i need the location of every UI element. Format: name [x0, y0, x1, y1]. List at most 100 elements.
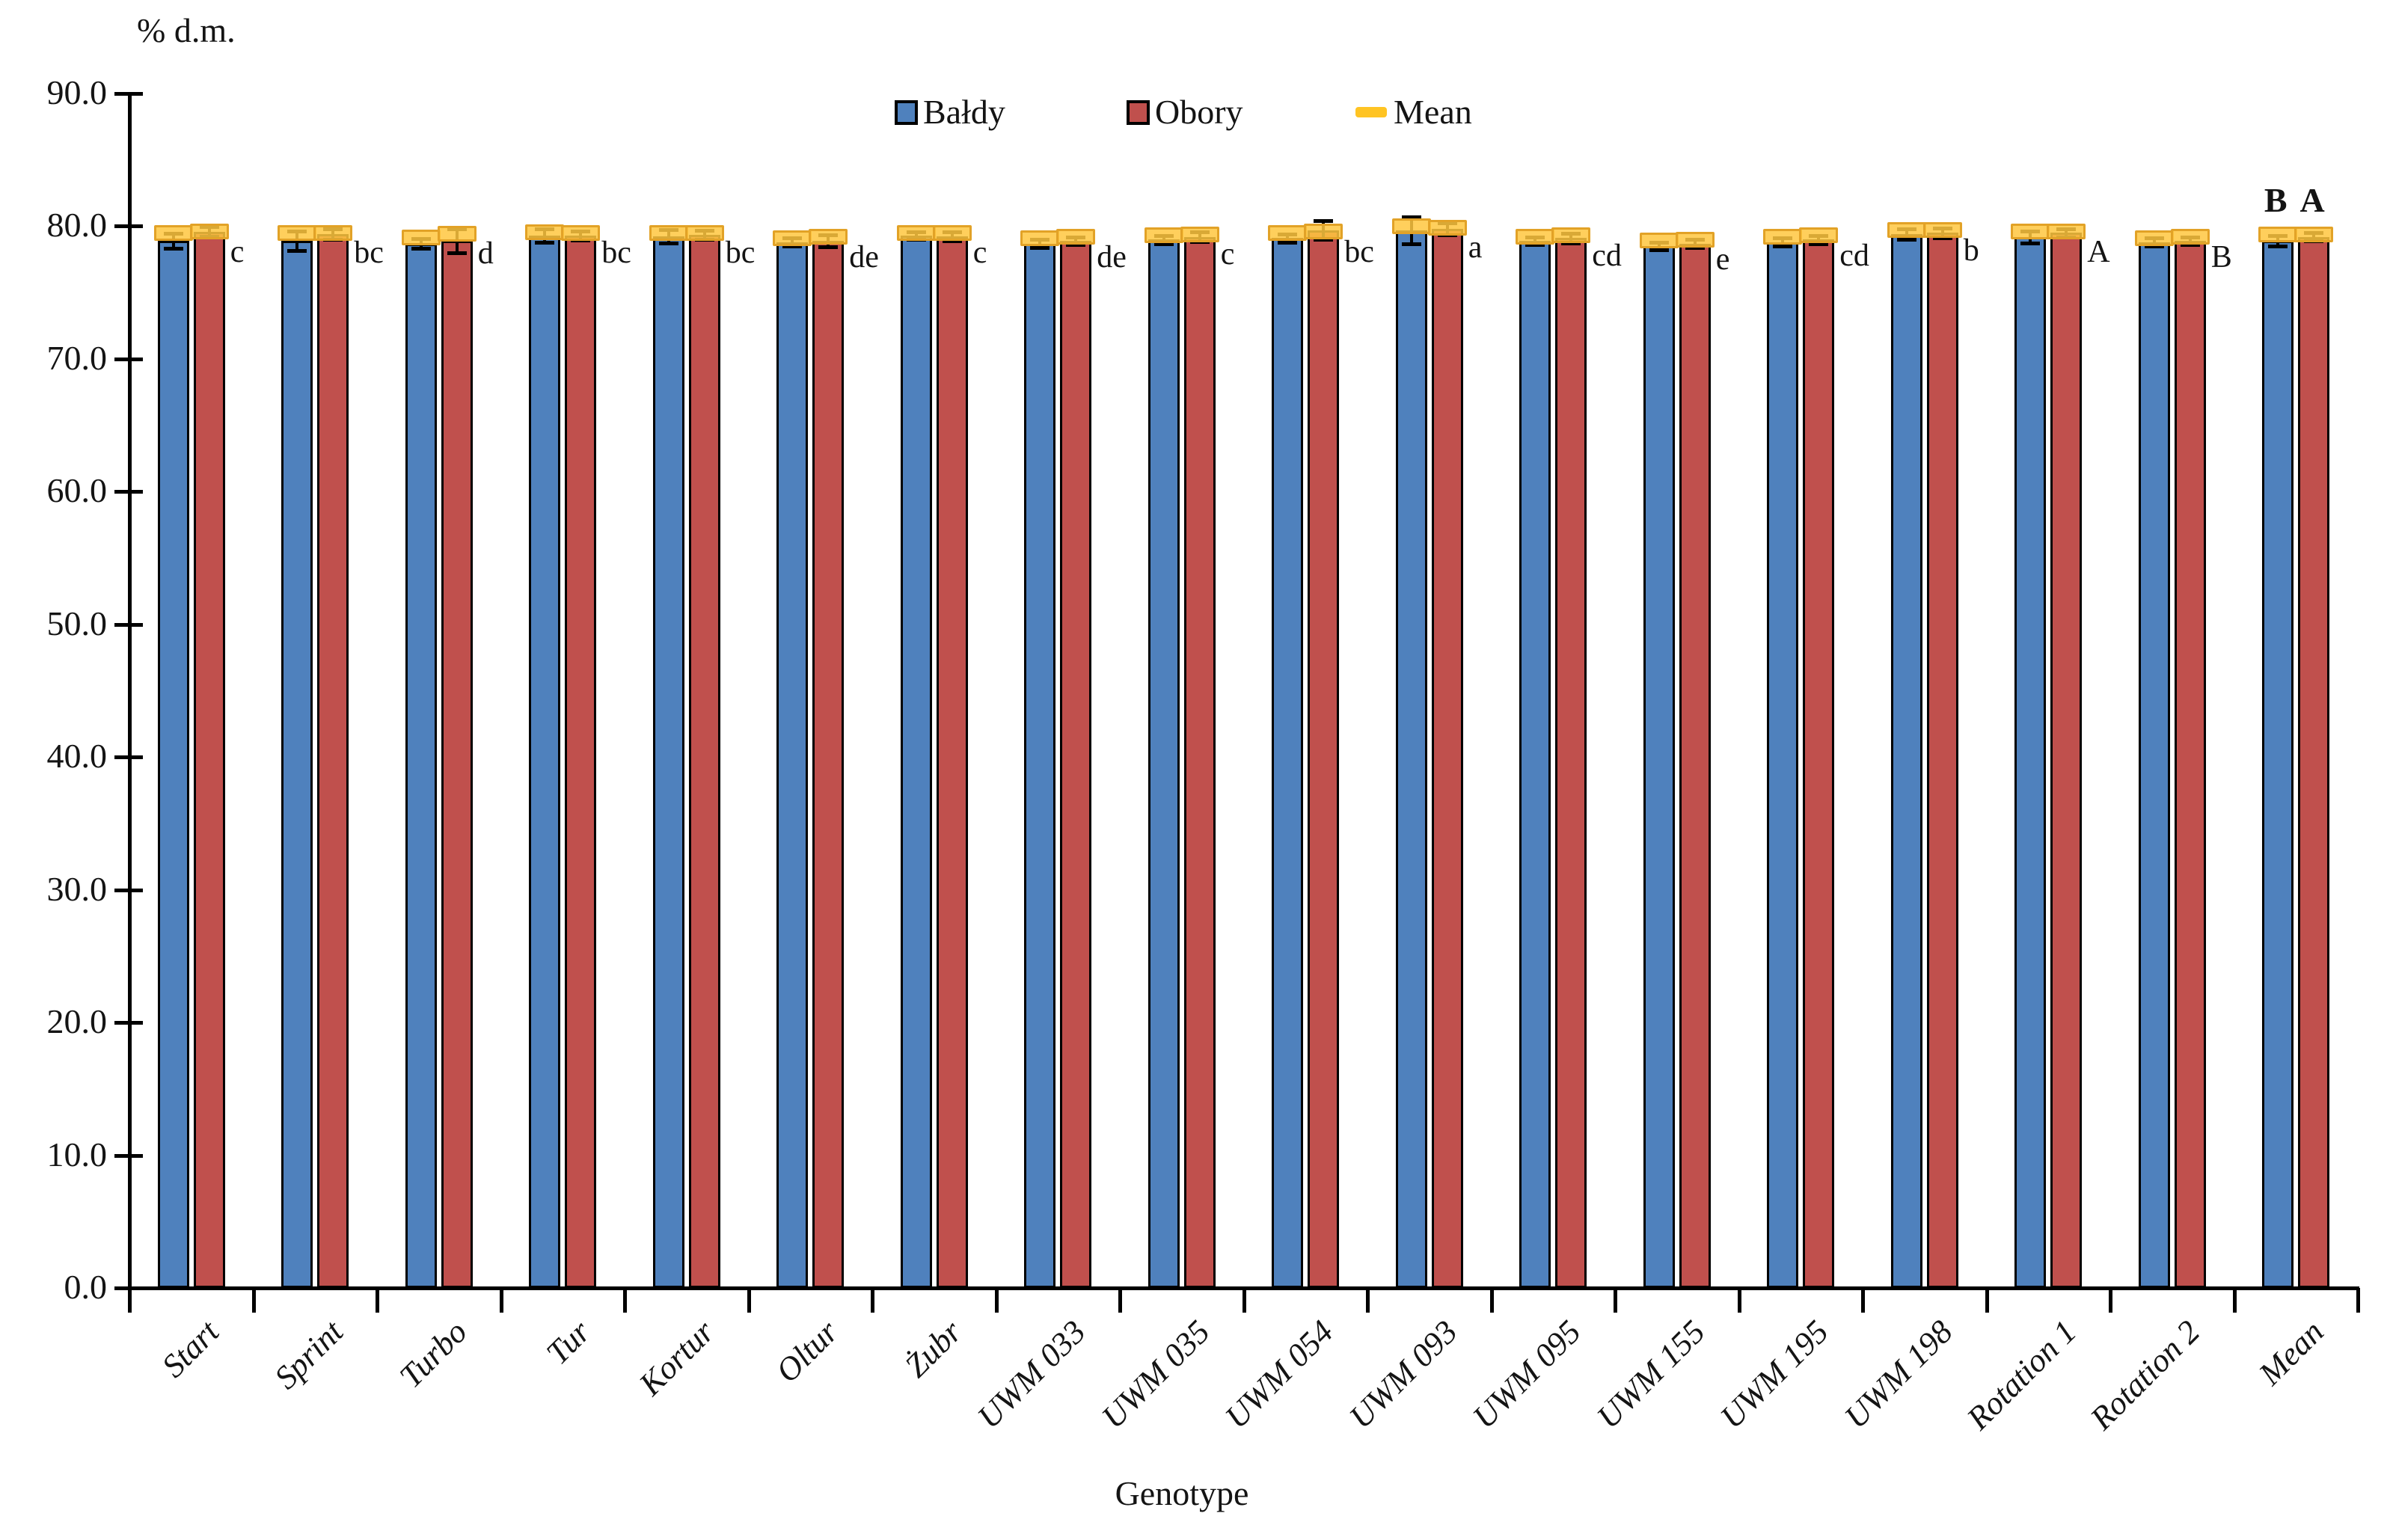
mean-marker-bady-rotation-1 — [2011, 224, 2050, 240]
bar-bady-mean — [2262, 240, 2294, 1288]
mean-marker-obory-uwm-035 — [1180, 226, 1219, 242]
legend-mean-dash-icon — [1355, 107, 1387, 117]
y-tick — [114, 1153, 143, 1158]
y-tick-label: 70.0 — [46, 338, 108, 377]
bar-obory-start — [193, 231, 225, 1288]
x-label-uwm-033: UWM 033 — [970, 1313, 1093, 1436]
error-cap-bottom — [1401, 242, 1421, 246]
error-cap-bottom — [2180, 243, 2200, 248]
x-label-turbo: Turbo — [392, 1313, 474, 1395]
error-cap-bottom — [1809, 242, 1829, 246]
bar-bady-rotation-1 — [2014, 236, 2047, 1288]
error-cap-bottom — [1314, 238, 1334, 242]
bar-obory-rotation-1 — [2050, 233, 2083, 1288]
x-tick — [2109, 1288, 2112, 1313]
x-tick — [2232, 1288, 2237, 1313]
bar-bady-turbo — [405, 243, 437, 1288]
mean-marker-obory-kortur — [684, 224, 724, 241]
bar-bady-uwm-054 — [1272, 238, 1304, 1288]
bar-obory-uwm-033 — [1060, 240, 1092, 1288]
significance-letter-uwm-033: de — [1097, 239, 1127, 274]
y-tick-label: 30.0 — [46, 869, 108, 908]
bar-obory-uwm-195 — [1803, 239, 1835, 1288]
error-cap-bottom — [1561, 241, 1581, 245]
bar-obory-uwm-095 — [1555, 238, 1587, 1288]
mean-marker-obory-uwm-155 — [1675, 231, 1715, 248]
mean-marker-obory-turbo — [437, 225, 477, 242]
y-tick-label: 40.0 — [46, 737, 108, 776]
bar-obory-uwm-198 — [1926, 233, 1958, 1288]
error-cap-top — [1401, 215, 1421, 220]
bar-bady-kortur — [652, 236, 684, 1288]
x-label-rotation-1: Rotation 1 — [1959, 1313, 2083, 1438]
x-label-rotation-2: Rotation 2 — [2083, 1313, 2207, 1438]
x-label-mean: Mean — [2252, 1313, 2331, 1393]
x-tick — [128, 1288, 132, 1313]
mean-marker-obory-rotation-1 — [2047, 224, 2086, 240]
error-bar-bady-sprint — [295, 230, 299, 251]
bar-obory-mean — [2298, 236, 2330, 1288]
x-label-kortur: Kortur — [631, 1313, 722, 1403]
y-tick — [114, 1021, 143, 1025]
mean-marker-bady-uwm-054 — [1268, 224, 1308, 241]
mean-marker-obory-uwm-033 — [1056, 229, 1096, 245]
error-cap-bottom — [782, 245, 803, 249]
legend-label-obory: Obory — [1155, 93, 1243, 131]
bar-bady-rotation-2 — [2138, 242, 2170, 1288]
significance-letter-mean: B A — [2264, 181, 2328, 220]
error-cap-bottom — [942, 239, 962, 243]
legend-item-mean: Mean — [1355, 88, 1472, 136]
significance-letter-sprint: bc — [354, 236, 384, 271]
y-tick-label: 0.0 — [64, 1268, 108, 1306]
x-label-sprint: Sprint — [267, 1313, 350, 1396]
bar-bady-start — [157, 240, 189, 1288]
error-cap-bottom — [1525, 243, 1545, 248]
y-axis-title: % d.m. — [137, 11, 236, 49]
error-cap-bottom — [2144, 245, 2164, 249]
significance-letter-żubr: c — [972, 236, 987, 271]
x-tick — [1861, 1288, 1865, 1313]
x-label-uwm-093: UWM 093 — [1341, 1313, 1465, 1436]
x-tick — [1366, 1288, 1370, 1313]
x-tick — [1614, 1288, 1617, 1313]
bar-obory-żubr — [936, 236, 968, 1288]
y-tick-label: 60.0 — [46, 471, 108, 510]
error-cap-top — [1314, 219, 1334, 224]
mean-marker-obory-rotation-2 — [2170, 229, 2210, 245]
significance-letter-turbo: d — [477, 236, 494, 272]
error-cap-bottom — [535, 240, 555, 245]
x-tick — [623, 1288, 627, 1313]
bar-bady-uwm-198 — [1890, 234, 1922, 1288]
bar-bady-uwm-033 — [1024, 243, 1056, 1288]
bar-bady-żubr — [900, 235, 932, 1288]
error-cap-bottom — [1278, 240, 1298, 245]
x-label-żubr: Żubr — [898, 1313, 969, 1385]
x-tick — [376, 1288, 379, 1313]
x-axis-title: Genotype — [1115, 1474, 1249, 1512]
bar-obory-kortur — [688, 234, 720, 1288]
legend-item-baldy: Bałdy — [895, 88, 1005, 136]
mean-marker-bady-uwm-155 — [1639, 233, 1679, 249]
bar-bady-uwm-195 — [1767, 242, 1799, 1288]
significance-letter-uwm-054: bc — [1344, 234, 1374, 269]
mean-marker-obory-oltur — [809, 229, 848, 245]
x-label-tur: Tur — [539, 1313, 598, 1372]
y-tick — [114, 888, 143, 892]
y-axis-line — [128, 93, 132, 1291]
mean-marker-obory-uwm-198 — [1922, 222, 1962, 239]
mean-marker-bady-rotation-2 — [2134, 230, 2174, 246]
x-label-uwm-155: UWM 155 — [1589, 1313, 1712, 1436]
error-bar-bady-start — [171, 233, 175, 248]
legend-swatch-obory — [1127, 99, 1150, 125]
significance-letter-uwm-155: e — [1715, 242, 1730, 277]
error-cap-bottom — [1896, 238, 1916, 242]
bar-obory-uwm-035 — [1183, 236, 1216, 1288]
x-tick — [499, 1288, 503, 1313]
significance-letter-uwm-035: c — [1220, 237, 1235, 272]
error-cap-bottom — [1649, 248, 1669, 253]
bar-obory-tur — [565, 235, 597, 1288]
y-tick-label: 20.0 — [46, 1002, 108, 1041]
bar-bady-oltur — [776, 242, 809, 1288]
x-label-uwm-095: UWM 095 — [1465, 1313, 1588, 1436]
error-cap-bottom — [818, 245, 839, 249]
